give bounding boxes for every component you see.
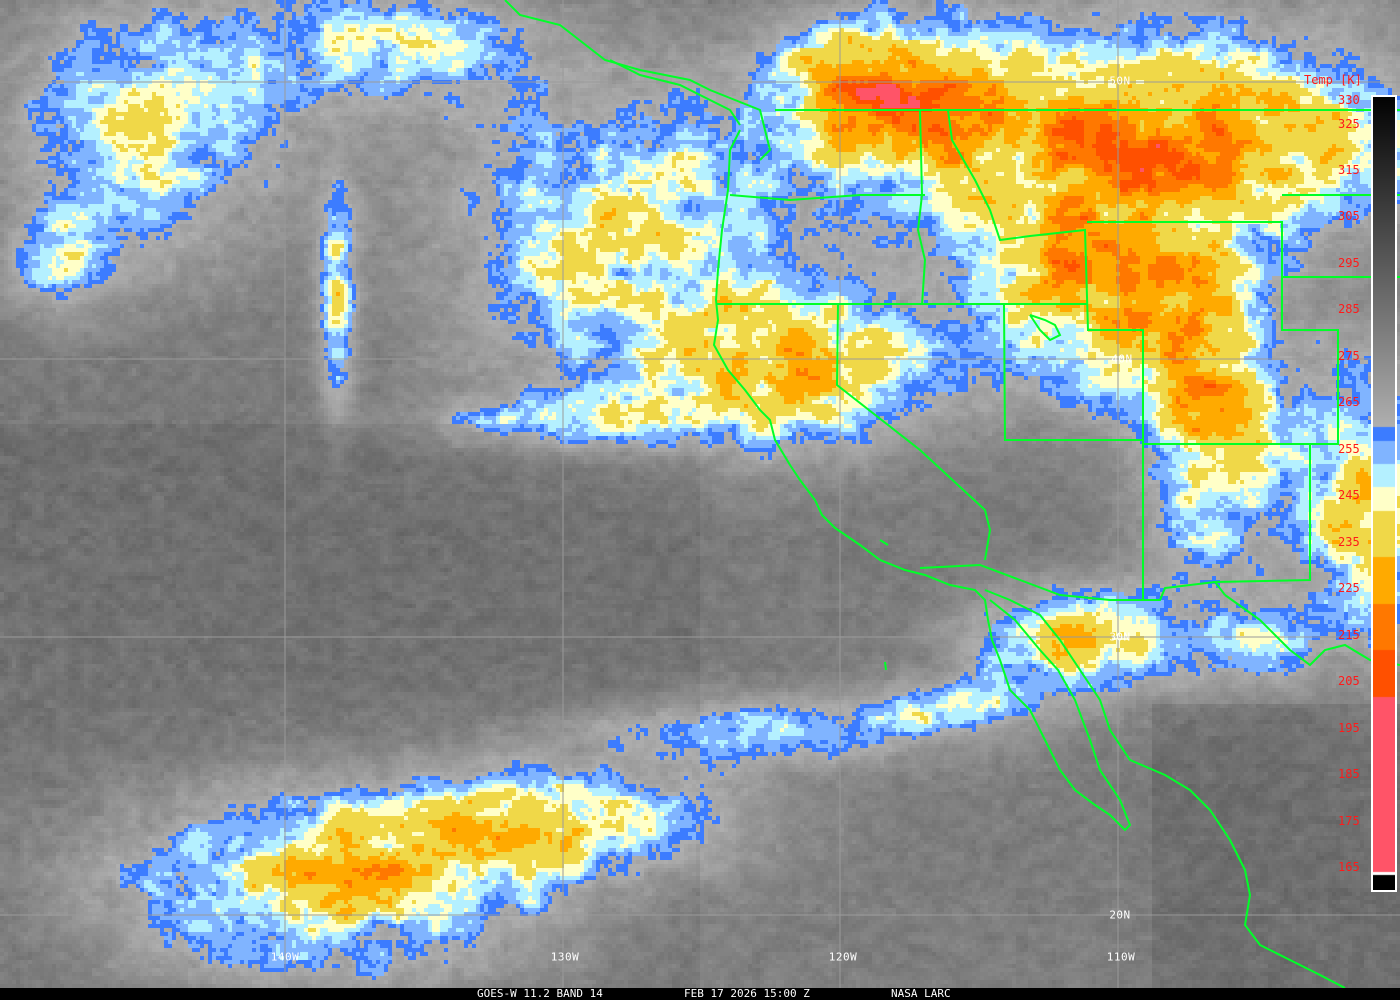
colorbar-tick-label: 245: [1338, 488, 1360, 503]
colorado-nm-border: [1143, 443, 1311, 596]
colorbar-tick-label: 165: [1338, 860, 1360, 875]
colorbar-tick-label: 285: [1338, 302, 1360, 317]
colorbar-tick-label: 330: [1338, 93, 1360, 108]
colorbar-tick-label: 215: [1338, 627, 1360, 642]
utah-border: [1087, 329, 1144, 600]
bc-coast: [609, 59, 741, 126]
colorbar-tick-label: 195: [1338, 720, 1360, 735]
colorbar-tick-label: 305: [1338, 209, 1360, 224]
lat-label-20n: 20N: [1109, 908, 1131, 922]
montana-border: [947, 109, 1089, 331]
colorbar-tick-label: 235: [1338, 534, 1360, 549]
lat-label-40n: 40N: [1111, 352, 1133, 366]
lon-label-110w: 110W: [1106, 950, 1136, 964]
ca-nv-border: [835, 303, 992, 561]
colorbar-tick-label: 315: [1338, 163, 1360, 177]
nevada-east-border: [1003, 303, 1143, 441]
mexico-mainland-coast: [984, 589, 1346, 988]
colorbar-title: Temp [K]: [1304, 73, 1362, 87]
caption-satellite: GOES-W 11.2 BAND 14: [477, 987, 603, 1000]
idaho-west-border: [916, 109, 927, 306]
us-mexico-border: [919, 563, 1216, 601]
colorbar-tick-label: 225: [1338, 581, 1360, 596]
wyoming-border: [1087, 221, 1339, 445]
temperature-colorbar: [1371, 95, 1397, 892]
colorbar-gradient: [1373, 97, 1395, 890]
island-guadalupe: [884, 661, 887, 671]
channel-island: [879, 539, 889, 546]
wa-or-border: [729, 194, 925, 202]
colorbar-tick-label: 265: [1338, 395, 1360, 410]
colorbar-tick-label: 325: [1338, 116, 1360, 131]
great-salt-lake: [1029, 314, 1062, 342]
us-west-coast: [712, 129, 1132, 832]
coastlines-and-borders: [504, 0, 1400, 988]
caption-bar: GOES-W 11.2 BAND 14 FEB 17 2026 15:00 Z …: [0, 988, 1400, 1000]
caption-source: NASA LARC: [891, 987, 951, 1000]
colorbar-tick-label: 185: [1338, 767, 1360, 782]
colorbar-tick-label: 205: [1338, 674, 1360, 689]
lat-label-50n: 50N: [1109, 74, 1131, 88]
caption-datetime: FEB 17 2026 15:00 Z: [684, 987, 810, 1000]
lon-label-120w: 120W: [828, 950, 858, 964]
vancouver-island-coast: [504, 0, 772, 161]
lon-label-130w: 130W: [550, 950, 580, 964]
mexico-texas-border: [1224, 594, 1400, 667]
colorbar-tick-label: 295: [1338, 255, 1360, 270]
colorbar-tick-label: 175: [1338, 813, 1360, 828]
colorbar-tick-label: 275: [1338, 348, 1360, 363]
lat-label-30n: 30N: [1109, 630, 1131, 644]
colorbar-tick-label: 255: [1338, 441, 1360, 456]
lon-label-140w: 140W: [270, 950, 300, 964]
